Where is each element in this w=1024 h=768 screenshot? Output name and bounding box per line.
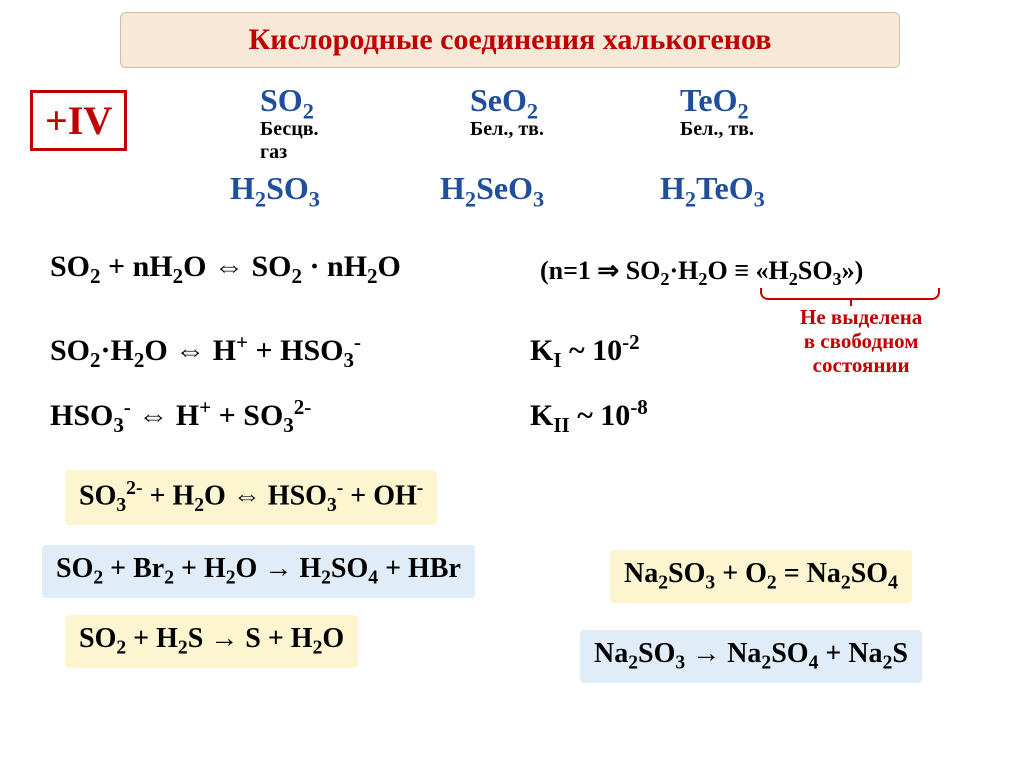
brace-decoration xyxy=(760,288,940,300)
equation-hydration-note: (n=1 ⇒ SO2·H2O ≡ «H2SO3») xyxy=(540,256,863,290)
acid-formula: H2SO3 xyxy=(230,170,320,212)
equation-na2so3-o2: Na2SO3 + O2 = Na2SO4 xyxy=(610,550,912,603)
equation-dissoc-2: HSO3- ⇔ H+ + SO32- xyxy=(50,395,311,438)
equation-br2: SO2 + Br2 + H2O → H2SO4 + HBr xyxy=(42,545,475,598)
equation-na2so3-disprop: Na2SO3 → Na2SO4 + Na2S xyxy=(580,630,922,683)
oxide-note: Бел., тв. xyxy=(680,118,754,141)
oxidation-state-text: +IV xyxy=(45,98,112,143)
equation-hydrolysis: SO32- + H2O ⇔ HSO3- + OH- xyxy=(65,470,437,525)
acid-formula: H2TeO3 xyxy=(660,170,765,212)
oxide-note: Бесцв. газ xyxy=(260,118,319,164)
acid-formula: H2SeO3 xyxy=(440,170,544,212)
equation-dissoc-1: SO2·H2O ⇔ H+ + HSO3- xyxy=(50,330,361,373)
title-text: Кислородные соединения халькогенов xyxy=(248,23,771,56)
equation-hydration: SO2 + nH2O ⇔ SO2 · nH2O xyxy=(50,250,401,289)
brace-note: Не выделенав свободномсостоянии xyxy=(800,305,922,377)
page-title: Кислородные соединения халькогенов xyxy=(120,12,900,68)
equation-dissoc-2-k: KII ~ 10-8 xyxy=(530,395,648,438)
oxidation-state-box: +IV xyxy=(30,90,127,151)
equation-dissoc-1-k: KI ~ 10-2 xyxy=(530,330,640,373)
oxide-note: Бел., тв. xyxy=(470,118,544,141)
equation-so2-h2s: SO2 + H2S → S + H2O xyxy=(65,615,358,668)
